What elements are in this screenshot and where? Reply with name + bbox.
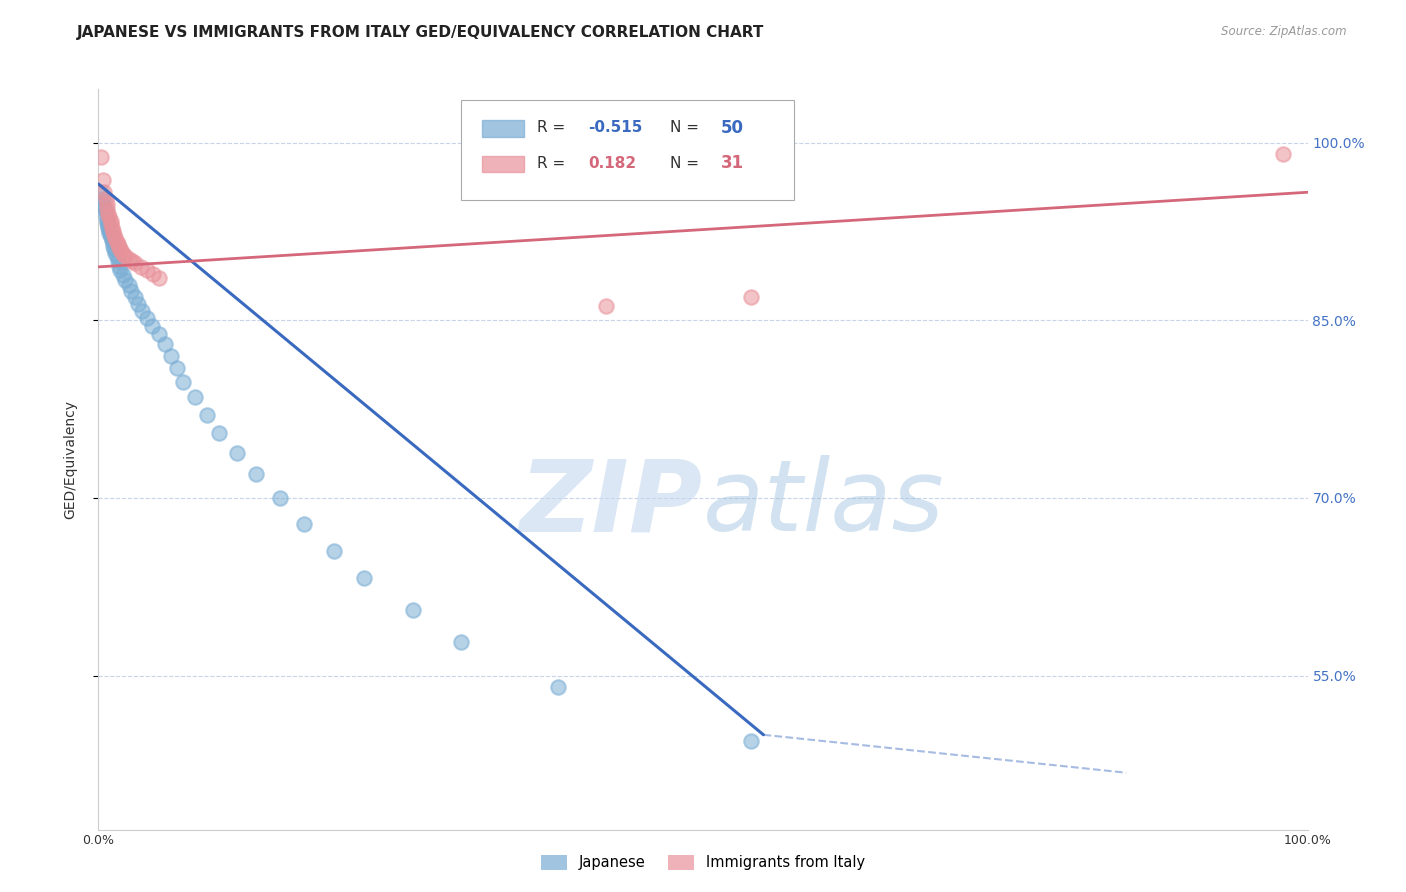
- Point: [100, 230, 122, 244]
- Point: [94, 204, 117, 219]
- Legend: Japanese, Immigrants from Italy: Japanese, Immigrants from Italy: [536, 848, 870, 876]
- Point: [160, 349, 183, 363]
- Point: [129, 260, 152, 274]
- Point: [135, 310, 157, 325]
- Point: [118, 252, 141, 266]
- Point: [100, 217, 122, 231]
- Point: [90, 150, 112, 164]
- Point: [98, 226, 121, 240]
- Point: [153, 337, 176, 351]
- Point: [226, 446, 249, 460]
- Point: [245, 467, 267, 482]
- Point: [108, 242, 131, 256]
- Point: [353, 571, 375, 585]
- Point: [595, 299, 617, 313]
- Point: [96, 216, 118, 230]
- Text: N =: N =: [671, 120, 699, 136]
- Point: [111, 268, 134, 282]
- Point: [166, 360, 188, 375]
- Point: [108, 263, 131, 277]
- Point: [107, 237, 129, 252]
- Point: [103, 242, 125, 256]
- Point: [120, 284, 142, 298]
- Text: ZIP: ZIP: [520, 455, 703, 552]
- Point: [740, 733, 762, 747]
- Point: [96, 202, 118, 216]
- Text: 50: 50: [721, 119, 744, 136]
- Point: [124, 289, 146, 303]
- Point: [98, 210, 121, 224]
- Bar: [482, 156, 524, 172]
- Point: [98, 223, 121, 237]
- Point: [91, 197, 114, 211]
- Point: [101, 238, 124, 252]
- Point: [101, 224, 124, 238]
- Point: [148, 270, 170, 285]
- Point: [90, 186, 112, 200]
- Point: [93, 186, 115, 200]
- Text: -0.515: -0.515: [588, 120, 643, 136]
- Point: [111, 247, 134, 261]
- Point: [104, 231, 127, 245]
- Point: [547, 681, 569, 695]
- Point: [105, 249, 128, 263]
- Point: [269, 491, 291, 505]
- Point: [323, 544, 346, 558]
- Point: [91, 173, 114, 187]
- Point: [148, 327, 170, 342]
- Point: [121, 254, 143, 268]
- Point: [97, 219, 120, 233]
- Text: R =: R =: [537, 156, 565, 170]
- Point: [131, 303, 153, 318]
- Point: [114, 273, 136, 287]
- Point: [100, 233, 122, 247]
- Point: [402, 603, 425, 617]
- Point: [740, 289, 762, 303]
- Point: [172, 375, 194, 389]
- Point: [450, 635, 472, 649]
- Point: [124, 256, 146, 270]
- Point: [93, 201, 115, 215]
- Point: [127, 296, 149, 310]
- Bar: [482, 120, 524, 136]
- Point: [107, 254, 129, 268]
- Point: [110, 244, 132, 259]
- Point: [100, 227, 122, 242]
- Point: [97, 206, 120, 220]
- Point: [184, 390, 207, 404]
- Point: [101, 235, 124, 249]
- Point: [141, 319, 163, 334]
- Point: [1272, 147, 1295, 161]
- Point: [114, 249, 136, 263]
- Point: [208, 425, 231, 440]
- Point: [94, 209, 117, 223]
- Text: atlas: atlas: [703, 455, 945, 552]
- Text: R =: R =: [537, 120, 565, 136]
- Text: Source: ZipAtlas.com: Source: ZipAtlas.com: [1222, 25, 1347, 38]
- Point: [94, 193, 117, 207]
- FancyBboxPatch shape: [461, 100, 793, 201]
- Point: [105, 235, 128, 249]
- Point: [103, 227, 125, 242]
- Point: [292, 516, 315, 531]
- Text: 31: 31: [721, 154, 744, 172]
- Point: [96, 212, 118, 227]
- Point: [100, 213, 122, 227]
- Y-axis label: GED/Equivalency: GED/Equivalency: [63, 400, 77, 519]
- Text: JAPANESE VS IMMIGRANTS FROM ITALY GED/EQUIVALENCY CORRELATION CHART: JAPANESE VS IMMIGRANTS FROM ITALY GED/EQ…: [77, 25, 765, 40]
- Point: [97, 220, 120, 235]
- Point: [91, 193, 114, 207]
- Text: 0.182: 0.182: [588, 156, 637, 170]
- Text: N =: N =: [671, 156, 699, 170]
- Point: [195, 408, 218, 422]
- Point: [142, 267, 165, 281]
- Point: [108, 259, 131, 273]
- Point: [104, 245, 127, 260]
- Point: [118, 277, 141, 292]
- Point: [100, 220, 122, 235]
- Point: [96, 197, 118, 211]
- Point: [135, 263, 157, 277]
- Point: [108, 240, 131, 254]
